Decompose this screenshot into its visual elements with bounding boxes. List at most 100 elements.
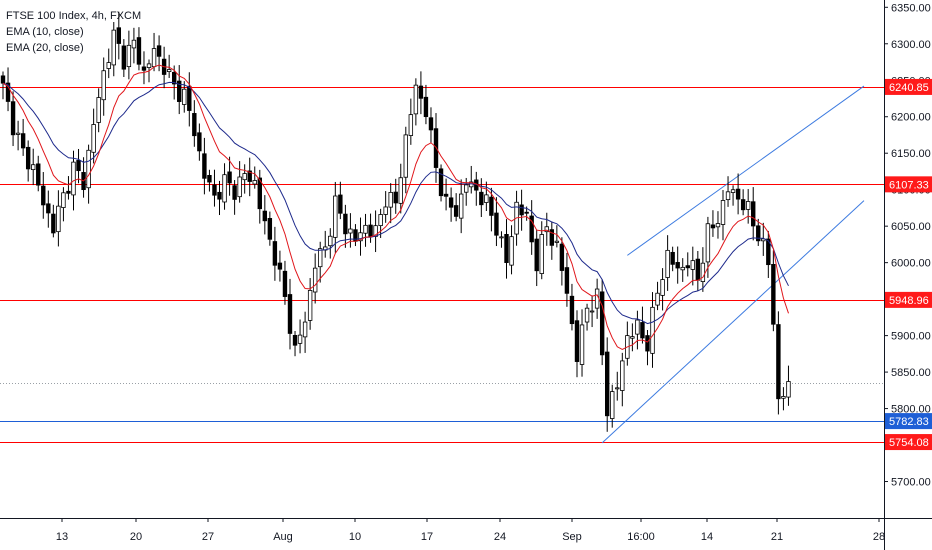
- candle: [670, 246, 675, 272]
- candle: [650, 292, 655, 368]
- candle-body: [343, 213, 348, 235]
- candle: [479, 178, 484, 218]
- candle: [41, 172, 46, 219]
- candle-body: [227, 171, 232, 184]
- candle-body: [599, 291, 605, 356]
- candle-body: [116, 27, 122, 44]
- candle: [166, 54, 172, 78]
- level-label-text: 5948.96: [889, 295, 929, 307]
- candle-body: [443, 193, 449, 197]
- candle: [227, 156, 232, 196]
- candle: [640, 306, 645, 344]
- candle-body: [393, 191, 398, 204]
- candle: [680, 258, 685, 282]
- candle: [438, 164, 444, 202]
- candle-body: [378, 214, 383, 227]
- candle: [645, 329, 650, 366]
- candle: [217, 180, 222, 216]
- candle-body: [36, 163, 41, 186]
- candle: [252, 166, 257, 189]
- candle-body: [222, 174, 227, 203]
- candle: [318, 241, 323, 283]
- candle-body: [51, 213, 56, 234]
- candle-body: [781, 396, 786, 399]
- level-label-bg: [885, 413, 932, 430]
- candle: [610, 384, 615, 428]
- candle: [126, 30, 132, 80]
- candle: [187, 72, 192, 127]
- candle-body: [453, 205, 459, 217]
- level-label-text: 6107.33: [889, 179, 929, 191]
- candle: [418, 71, 424, 115]
- candle-body: [710, 224, 716, 229]
- candle: [182, 81, 187, 113]
- candle-body: [106, 62, 111, 69]
- candle-body: [776, 324, 781, 400]
- candle: [710, 210, 716, 237]
- candle-body: [751, 201, 756, 227]
- candle-body: [91, 124, 96, 153]
- candle-body: [549, 229, 555, 246]
- candle: [363, 213, 368, 247]
- candle: [574, 310, 580, 378]
- candle-body: [156, 45, 162, 57]
- candle: [96, 88, 101, 133]
- candle-body: [297, 334, 303, 344]
- y-tick-label: 6200.00: [891, 112, 931, 124]
- candle: [398, 163, 403, 214]
- candle-body: [670, 251, 675, 265]
- candle-body: [720, 200, 726, 225]
- candle-body: [413, 84, 419, 115]
- candle: [690, 246, 695, 286]
- candle: [700, 247, 706, 292]
- candle-body: [539, 234, 544, 274]
- candle-body: [660, 279, 665, 296]
- candle: [735, 173, 741, 215]
- level-label-text: 6240.85: [889, 82, 929, 94]
- candle-body: [589, 310, 595, 313]
- candle: [237, 161, 242, 203]
- candle: [212, 169, 217, 207]
- candle-body: [579, 324, 585, 365]
- candle-body: [15, 132, 21, 135]
- candle: [715, 211, 721, 239]
- candle: [564, 252, 570, 307]
- candle: [20, 118, 26, 156]
- candle-body: [368, 224, 373, 237]
- candle: [312, 253, 318, 304]
- candle-body: [202, 153, 207, 179]
- x-tick-label: 16:00: [627, 531, 655, 543]
- candle: [494, 197, 499, 247]
- level-label: 5754.08: [885, 434, 932, 451]
- candle-body: [489, 196, 494, 216]
- candle: [46, 190, 51, 228]
- candle-body: [635, 319, 640, 335]
- candle: [499, 231, 504, 248]
- candle-body: [756, 225, 761, 242]
- candle-body: [564, 267, 570, 294]
- candle: [599, 279, 605, 366]
- level-label-text: 5782.83: [889, 416, 929, 428]
- candle-body: [423, 96, 429, 118]
- candle-body: [615, 387, 620, 390]
- candle: [655, 281, 660, 311]
- candle-body: [252, 180, 257, 185]
- candle-body: [10, 101, 16, 136]
- candle-body: [328, 235, 333, 247]
- candle: [131, 27, 137, 64]
- candle: [529, 200, 534, 255]
- candle: [202, 137, 207, 195]
- candle: [111, 22, 116, 77]
- level-label-bg: [885, 291, 932, 308]
- candle-body: [111, 29, 116, 66]
- candle: [257, 169, 262, 224]
- candle-body: [499, 236, 504, 239]
- candle: [197, 123, 202, 161]
- candle-body: [650, 306, 655, 354]
- candle-body: [559, 243, 565, 271]
- candle-body: [232, 185, 237, 200]
- candle-body: [735, 188, 741, 200]
- y-tick-label: 6350.00: [891, 2, 931, 14]
